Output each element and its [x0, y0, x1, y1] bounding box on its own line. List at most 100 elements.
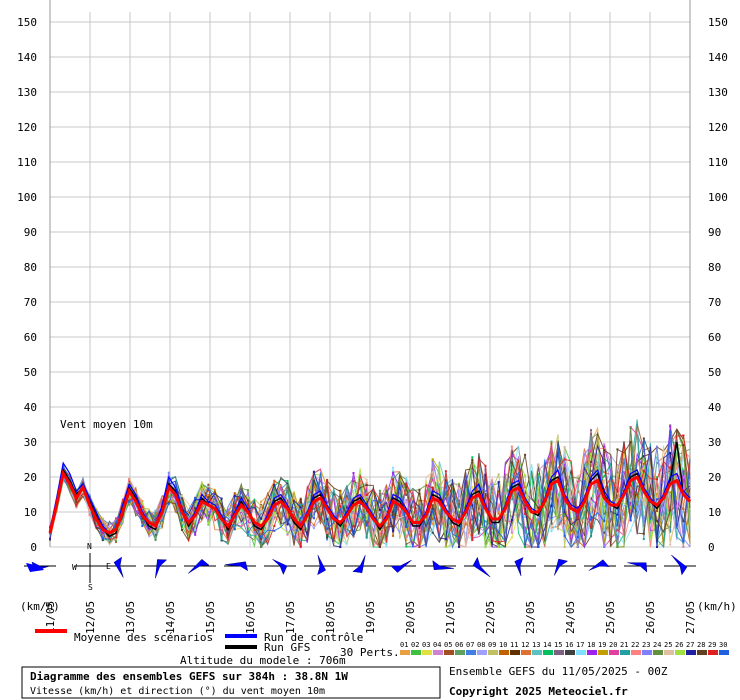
pert-point — [642, 503, 645, 506]
pert-point — [167, 498, 170, 501]
pert-point — [207, 507, 210, 510]
pert-point — [524, 491, 527, 494]
pert-point — [378, 504, 381, 507]
pert-swatch-22 — [631, 650, 641, 655]
pert-point — [286, 501, 289, 504]
pert-point — [510, 536, 513, 539]
y-axis-right: 0 10 20 30 40 50 60 70 80 90 100 110 120 130 140 150 — [708, 16, 728, 554]
pert-point — [524, 512, 527, 515]
pert-point — [669, 530, 672, 533]
pert-point — [405, 545, 408, 548]
pert-point — [510, 461, 513, 464]
pert-point — [669, 458, 672, 461]
pert-point — [669, 543, 672, 546]
pert-point — [431, 515, 434, 518]
y-tick-left-70: 70 — [24, 296, 37, 309]
pert-point — [260, 511, 263, 514]
pert-num-21: 21 — [620, 641, 628, 649]
pert-point — [405, 493, 408, 496]
pert-point — [194, 518, 197, 521]
pert-point — [497, 508, 500, 511]
pert-num-06: 06 — [455, 641, 463, 649]
pert-point — [405, 477, 408, 480]
pert-point — [418, 489, 421, 492]
pert-point — [484, 473, 487, 476]
x-tick-11/05: 11/05 — [44, 601, 57, 634]
pert-point — [154, 511, 157, 514]
pert-point — [378, 513, 381, 516]
pert-point — [669, 525, 672, 528]
pert-point — [220, 533, 223, 536]
pert-point — [49, 538, 51, 541]
pert-point — [233, 501, 236, 504]
pert-point — [497, 538, 500, 541]
y-tick-right-20: 20 — [708, 471, 721, 484]
pert-point — [299, 497, 302, 500]
pert-point — [352, 472, 355, 475]
pert-point — [537, 493, 540, 496]
pert-point — [326, 518, 329, 521]
pert-point — [537, 528, 540, 531]
pert-point — [484, 526, 487, 529]
pert-point — [484, 520, 487, 523]
pert-point — [260, 517, 263, 520]
legend-control-swatch — [225, 634, 257, 638]
pert-swatch-30 — [719, 650, 729, 655]
pert-point — [682, 540, 685, 543]
pert-point — [656, 546, 659, 548]
x-tick-16/05: 16/05 — [244, 601, 257, 634]
pert-point — [603, 529, 606, 532]
pert-point — [682, 480, 685, 483]
pert-point — [220, 521, 223, 524]
x-tick-23/05: 23/05 — [524, 601, 537, 634]
compass-e: E — [106, 562, 111, 571]
pert-point — [299, 504, 302, 507]
compass-s: S — [88, 583, 93, 592]
pert-point — [154, 534, 157, 537]
pert-point — [273, 484, 276, 487]
pert-point — [484, 546, 487, 548]
x-tick-27/05: 27/05 — [684, 601, 697, 634]
pert-point — [537, 499, 540, 502]
pert-num-12: 12 — [521, 641, 529, 649]
pert-point — [444, 481, 447, 484]
pert-point — [471, 539, 474, 542]
pert-point — [682, 470, 685, 473]
pert-point — [299, 516, 302, 519]
pert-point — [365, 478, 368, 481]
pert-point — [49, 534, 51, 537]
legend-mean-swatch — [35, 629, 67, 633]
pert-point — [220, 528, 223, 531]
pert-point — [550, 518, 553, 521]
pert-point — [405, 514, 408, 517]
pert-point — [563, 458, 566, 461]
pert-point — [246, 527, 249, 530]
pert-point — [537, 518, 540, 521]
y-tick-right-80: 80 — [708, 261, 721, 274]
pert-point — [537, 473, 540, 476]
pert-point — [326, 512, 329, 515]
pert-point — [458, 517, 461, 520]
pert-point — [537, 463, 540, 466]
pert-point — [603, 475, 606, 478]
pert-point — [603, 519, 606, 522]
pert-num-30: 30 — [719, 641, 727, 649]
pert-num-13: 13 — [532, 641, 540, 649]
pert-point — [550, 487, 553, 490]
pert-point — [550, 497, 553, 500]
pert-point — [603, 447, 606, 450]
pert-swatch-19 — [598, 650, 608, 655]
pert-point — [603, 507, 606, 510]
pert-point — [629, 485, 632, 488]
y-tick-right-140: 140 — [708, 51, 728, 64]
pert-point — [603, 501, 606, 504]
pert-point — [603, 531, 606, 534]
pert-point — [510, 449, 513, 452]
pert-num-14: 14 — [543, 641, 551, 649]
perturbation-legend: 01 02 03 04 05 06 07 08 09 10 11 12 13 14 15 16 17 18 19 20… — [400, 641, 729, 655]
pert-point — [497, 546, 500, 548]
pert-point — [656, 478, 659, 481]
pert-point — [444, 519, 447, 522]
pert-point — [576, 517, 579, 520]
pert-swatch-15 — [554, 650, 564, 655]
